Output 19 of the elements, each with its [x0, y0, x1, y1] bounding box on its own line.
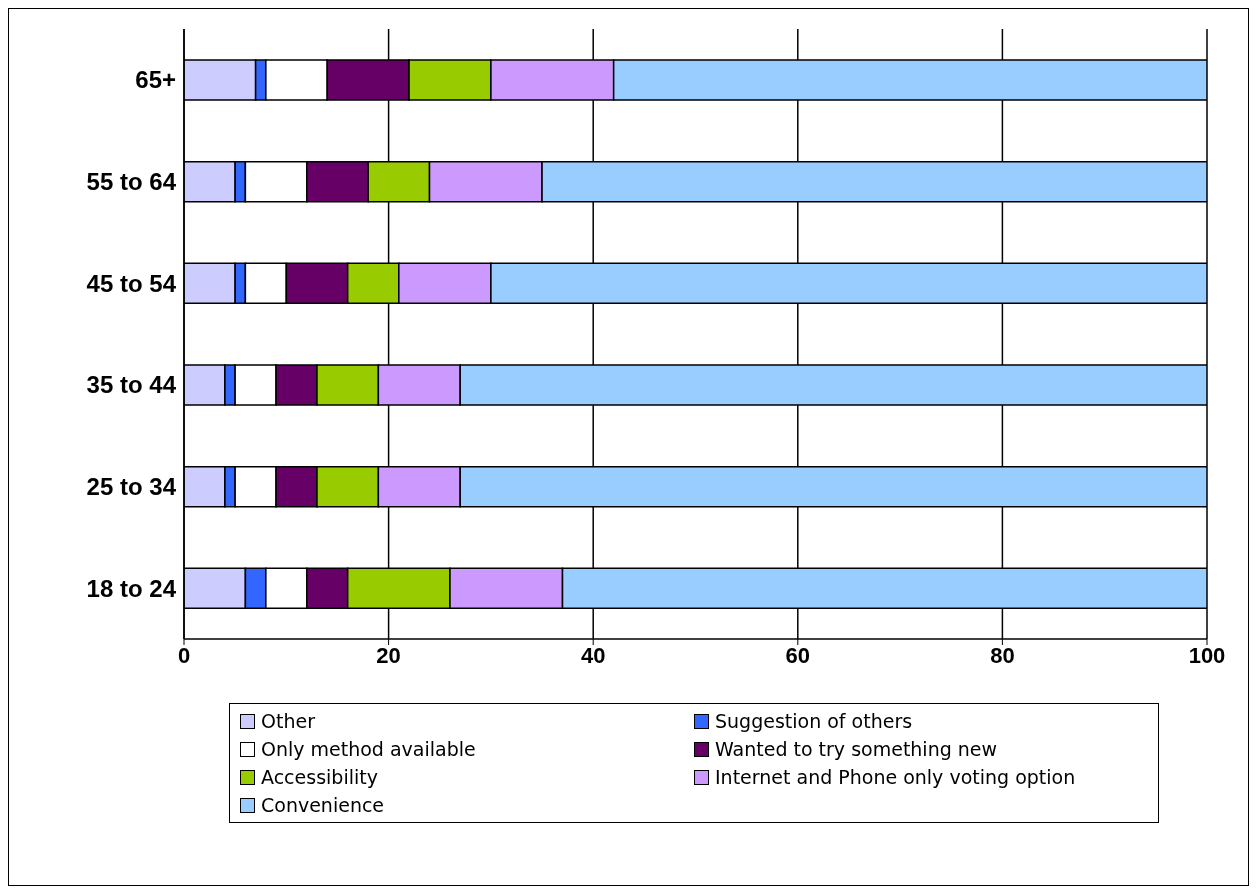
x-tick-label: 60 [785, 642, 811, 668]
legend-label: Suggestion of others [715, 710, 913, 732]
legend-label: Other [261, 710, 315, 732]
legend-label: Accessibility [261, 766, 378, 788]
y-tick-label: 35 to 44 [86, 371, 177, 399]
legend-label: Wanted to try something new [715, 738, 998, 760]
x-tick-label: 80 [990, 642, 1015, 668]
legend-label: Convenience [261, 794, 385, 816]
y-tick-label: 45 to 54 [86, 269, 177, 297]
x-tick-label: 100 [1188, 642, 1226, 668]
legend-label: Only method available [261, 738, 476, 760]
y-tick-label: 55 to 64 [86, 168, 177, 196]
y-tick-label: 25 to 34 [86, 473, 177, 501]
y-tick-label: 65+ [135, 66, 176, 94]
x-tick-label: 40 [580, 642, 606, 668]
y-tick-label: 18 to 24 [86, 574, 177, 602]
legend-label: Internet and Phone only voting option [715, 766, 1076, 788]
x-tick-label: 20 [376, 642, 401, 668]
x-tick-label: 0 [177, 642, 191, 668]
